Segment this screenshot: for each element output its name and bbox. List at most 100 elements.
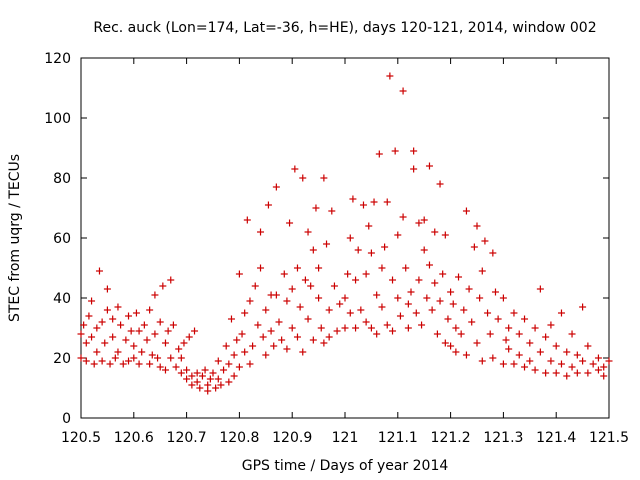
data-point	[315, 264, 323, 272]
x-axis-label: GPS time / Days of year 2014	[242, 458, 449, 474]
data-point	[188, 372, 196, 380]
data-point	[552, 342, 560, 350]
data-point	[444, 315, 452, 323]
data-point	[378, 264, 386, 272]
data-point	[346, 234, 354, 242]
data-point	[167, 276, 175, 284]
data-point	[346, 309, 354, 317]
data-point	[373, 291, 381, 299]
data-point	[431, 228, 439, 236]
data-point	[510, 309, 518, 317]
data-point	[130, 342, 138, 350]
data-point	[77, 354, 85, 362]
data-point	[375, 150, 383, 158]
data-point	[217, 381, 225, 389]
data-point	[542, 333, 550, 341]
data-point	[531, 324, 539, 332]
x-tick-label: 120.7	[167, 430, 207, 446]
data-point	[267, 327, 275, 335]
data-point	[151, 330, 159, 338]
data-point	[227, 315, 235, 323]
data-point	[359, 201, 367, 209]
data-point	[212, 384, 220, 392]
data-point	[291, 165, 299, 173]
data-point	[272, 183, 280, 191]
data-point	[557, 309, 565, 317]
data-point	[407, 288, 415, 296]
data-point	[280, 270, 288, 278]
data-point	[478, 267, 486, 275]
data-point	[233, 336, 241, 344]
data-point	[238, 330, 246, 338]
data-point	[436, 180, 444, 188]
data-point	[138, 348, 146, 356]
data-point	[249, 342, 257, 350]
data-point	[389, 276, 397, 284]
data-point	[169, 321, 177, 329]
data-point	[499, 294, 507, 302]
data-point	[457, 330, 465, 338]
data-point	[415, 219, 423, 227]
x-tick-label: 120.9	[272, 430, 312, 446]
data-point	[344, 270, 352, 278]
data-point	[436, 297, 444, 305]
x-tick-label: 121.3	[483, 430, 523, 446]
data-point	[386, 72, 394, 80]
data-point	[243, 216, 251, 224]
data-point	[425, 162, 433, 170]
data-point	[330, 282, 338, 290]
data-point	[251, 282, 259, 290]
data-point	[293, 333, 301, 341]
data-point	[88, 333, 96, 341]
data-point	[143, 336, 151, 344]
y-tick-label: 0	[62, 411, 71, 427]
data-point	[304, 228, 312, 236]
data-point	[367, 249, 375, 257]
data-point	[489, 249, 497, 257]
data-point	[246, 297, 254, 305]
data-point	[402, 264, 410, 272]
data-point	[106, 360, 114, 368]
data-point	[447, 342, 455, 350]
data-point	[156, 363, 164, 371]
data-point	[283, 345, 291, 353]
data-point	[191, 327, 199, 335]
data-point	[103, 285, 111, 293]
data-point	[328, 207, 336, 215]
data-point	[111, 354, 119, 362]
data-point	[428, 306, 436, 314]
chart-title: Rec. auck (Lon=174, Lat=-36, h=HE), days…	[93, 20, 596, 36]
data-point	[336, 300, 344, 308]
data-point	[486, 330, 494, 338]
data-point	[307, 282, 315, 290]
data-point	[206, 375, 214, 383]
data-point	[320, 339, 328, 347]
data-point	[410, 147, 418, 155]
data-point	[209, 369, 217, 377]
x-tick-label: 121.2	[431, 430, 471, 446]
data-point	[288, 324, 296, 332]
data-point	[589, 360, 597, 368]
data-point	[526, 339, 534, 347]
data-point	[478, 357, 486, 365]
data-point	[404, 300, 412, 308]
data-point	[473, 339, 481, 347]
data-point	[547, 321, 555, 329]
data-point	[122, 336, 130, 344]
x-tick-label: 121.5	[589, 430, 629, 446]
data-point	[275, 318, 283, 326]
data-point	[193, 378, 201, 386]
data-point	[552, 369, 560, 377]
data-point	[262, 351, 270, 359]
data-point	[547, 357, 555, 365]
data-point	[109, 315, 117, 323]
data-point	[481, 237, 489, 245]
data-point	[175, 345, 183, 353]
data-point	[183, 375, 191, 383]
data-point	[312, 204, 320, 212]
data-point	[130, 354, 138, 362]
data-point	[315, 294, 323, 302]
data-point	[88, 297, 96, 305]
data-point	[103, 306, 111, 314]
data-points	[77, 72, 613, 395]
